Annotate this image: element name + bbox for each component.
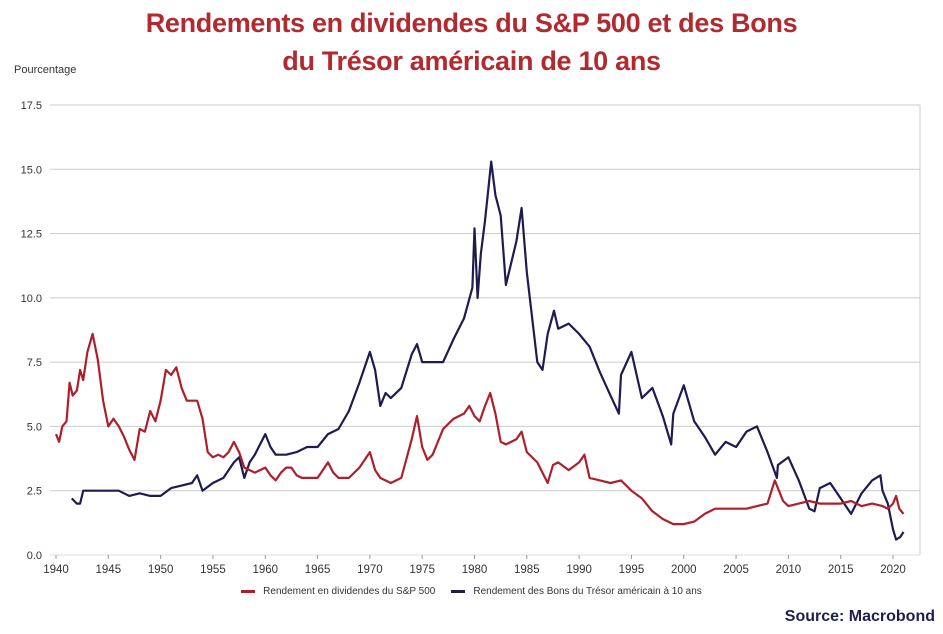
grid-lines — [50, 104, 921, 556]
x-tick-label: 1990 — [566, 564, 592, 576]
x-tick-label: 1945 — [96, 564, 122, 576]
series-line-treasury-10y-yield — [70, 160, 905, 541]
x-tick-label: 1940 — [43, 564, 69, 576]
chart-title: Rendements en dividendes du S&P 500 et d… — [0, 4, 943, 80]
x-tick-label: 2000 — [671, 564, 697, 576]
x-tick-label: 1980 — [462, 564, 488, 576]
legend-swatch-sp500 — [241, 590, 256, 593]
chart-title-line-2: du Trésor américain de 10 ans — [282, 46, 661, 76]
y-tick-label: 2.5 — [27, 486, 42, 498]
series-line-sp500-dividend-yield — [54, 332, 905, 526]
legend-label-sp500: Rendement en dividendes du S&P 500 — [263, 586, 436, 597]
x-tick-label: 1975 — [409, 564, 435, 576]
x-tick-label: 1960 — [252, 564, 278, 576]
x-tick-label: 1985 — [514, 564, 540, 576]
x-tick-labels: 1940 1945 1950 1955 1960 1965 1970 1975 1980 1985… — [43, 555, 906, 576]
y-tick-label: 12.5 — [21, 229, 42, 241]
legend-item-treasury: Rendement des Bons du Trésor américain à… — [451, 586, 702, 597]
x-tick-label: 2015 — [828, 564, 854, 576]
y-tick-label: 10.0 — [21, 293, 42, 305]
x-tick-label: 1995 — [619, 564, 645, 576]
legend-label-treasury: Rendement des Bons du Trésor américain à… — [473, 586, 702, 597]
y-tick-label: 0.0 — [27, 550, 42, 562]
x-tick-label: 1955 — [200, 564, 226, 576]
legend-item-sp500: Rendement en dividendes du S&P 500 — [241, 586, 435, 597]
x-tick-label: 1965 — [305, 564, 331, 576]
y-tick-label: 5.0 — [27, 421, 42, 433]
y-tick-label: 15.0 — [21, 164, 42, 176]
x-tick-label: 1970 — [357, 564, 383, 576]
legend-swatch-treasury — [451, 590, 466, 593]
x-tick-label: 2010 — [776, 564, 802, 576]
x-tick-label: 2005 — [723, 564, 749, 576]
y-tick-labels: 0.0 2.5 5.0 7.5 10.0 12.5 15.0 17.5 — [21, 100, 42, 562]
y-tick-label: 17.5 — [21, 100, 42, 112]
x-tick-label: 1950 — [148, 564, 174, 576]
y-tick-label: 7.5 — [27, 357, 42, 369]
series-lines — [54, 160, 905, 541]
chart-title-line-1: Rendements en dividendes du S&P 500 et d… — [145, 8, 798, 38]
x-tick-label: 2020 — [880, 564, 906, 576]
y-axis-label: Pourcentage — [14, 64, 77, 76]
legend: Rendement en dividendes du S&P 500 Rende… — [0, 586, 943, 597]
source-label: Source: Macrobond — [784, 608, 935, 625]
